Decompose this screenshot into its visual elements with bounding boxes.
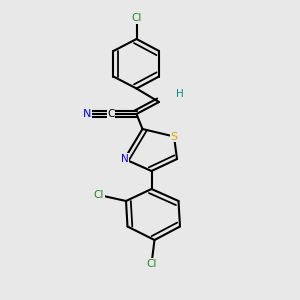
Text: N: N [121, 154, 128, 164]
Text: S: S [170, 131, 178, 142]
Text: N: N [83, 109, 91, 119]
Text: Cl: Cl [131, 13, 142, 23]
Text: Cl: Cl [146, 259, 157, 269]
Text: Cl: Cl [94, 190, 104, 200]
Text: C: C [107, 109, 115, 119]
Text: H: H [176, 89, 184, 100]
